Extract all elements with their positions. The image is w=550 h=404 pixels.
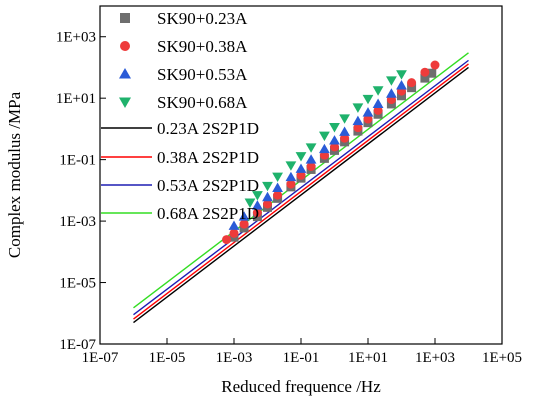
data-point xyxy=(339,126,350,136)
x-tick-label: 1E-05 xyxy=(149,350,186,366)
data-point xyxy=(262,181,273,192)
plot-series xyxy=(133,52,469,324)
series-line xyxy=(133,59,469,316)
data-point xyxy=(386,76,397,86)
data-point xyxy=(420,67,430,77)
data-point xyxy=(329,122,340,133)
data-point xyxy=(397,91,406,101)
data-point xyxy=(319,143,330,154)
x-axis-label: Reduced frequence /Hz xyxy=(221,377,381,396)
data-point xyxy=(285,171,297,182)
legend: SK90+0.23A SK90+0.38A SK90+0.53A SK90+0.68A… xyxy=(101,9,259,223)
data-point xyxy=(352,115,364,126)
data-point xyxy=(427,68,437,78)
x-tick-label: 1E+03 xyxy=(415,350,455,366)
data-point xyxy=(244,198,256,208)
legend-label: SK90+0.38A xyxy=(157,37,248,56)
data-point xyxy=(295,163,307,173)
data-point xyxy=(262,191,273,202)
series-sk90-0-53a-points xyxy=(228,80,407,230)
data-point xyxy=(420,73,430,83)
legend-label: 0.23A 2S2P1D xyxy=(157,119,259,138)
x-tick-label: 1E-07 xyxy=(82,350,119,366)
series-0-53a-2s2p1d xyxy=(133,59,469,316)
legend-label: 0.38A 2S2P1D xyxy=(157,148,259,167)
data-point xyxy=(353,123,363,133)
data-point xyxy=(362,107,374,117)
data-point xyxy=(319,131,330,142)
y-tick-label: 1E-03 xyxy=(59,214,96,230)
y-tick-label: 1E-01 xyxy=(59,153,96,169)
data-point xyxy=(228,220,240,230)
legend-marker xyxy=(120,41,130,51)
y-axis-label: Complex modulus /MPa xyxy=(5,91,24,258)
data-point xyxy=(272,172,283,183)
data-point xyxy=(372,98,384,108)
data-point xyxy=(296,170,306,180)
data-point xyxy=(305,143,317,153)
x-tick-label: 1E-03 xyxy=(216,350,253,366)
data-point xyxy=(305,154,317,164)
data-point xyxy=(295,152,307,162)
data-point xyxy=(329,135,340,145)
y-tick-label: 1E-05 xyxy=(59,276,96,292)
data-point xyxy=(306,161,316,171)
data-point xyxy=(252,191,263,201)
data-point xyxy=(222,235,232,245)
series-0-23a-2s2p1d xyxy=(133,66,469,324)
legend-label: SK90+0.53A xyxy=(157,65,248,84)
data-point xyxy=(339,114,350,124)
data-point xyxy=(372,86,384,96)
legend-label: 0.53A 2S2P1D xyxy=(157,176,259,195)
legend-marker xyxy=(119,68,131,79)
x-axis-ticks: 1E-07 1E-05 1E-03 1E-01 1E+01 1E+03 1E+05 xyxy=(82,338,522,366)
data-point xyxy=(239,219,249,229)
series-line xyxy=(133,66,469,324)
data-point xyxy=(373,105,383,115)
x-tick-label: 1E-01 xyxy=(283,350,320,366)
y-tick-label: 1E+03 xyxy=(56,30,96,46)
data-point xyxy=(352,103,364,113)
data-point xyxy=(238,211,250,221)
series-line xyxy=(133,63,469,320)
data-point xyxy=(285,161,297,171)
x-tick-label: 1E+05 xyxy=(482,350,522,366)
x-tick-label: 1E+01 xyxy=(348,350,388,366)
data-point xyxy=(252,208,262,218)
data-point xyxy=(229,228,239,238)
data-point xyxy=(286,179,296,189)
y-axis-ticks: 1E-07 1E-05 1E-03 1E-01 1E+01 1E+03 xyxy=(56,30,106,353)
data-point xyxy=(386,88,397,98)
y-tick-label: 1E-07 xyxy=(59,337,96,353)
y-tick-label: 1E+01 xyxy=(56,91,96,107)
data-point xyxy=(407,83,417,93)
data-point xyxy=(263,199,272,209)
data-point xyxy=(396,70,407,80)
data-point xyxy=(273,190,283,200)
data-point xyxy=(363,114,373,124)
data-point xyxy=(396,80,407,90)
legend-label: SK90+0.23A xyxy=(157,9,248,28)
data-point xyxy=(362,94,374,105)
data-point xyxy=(430,60,440,70)
legend-label: SK90+0.68A xyxy=(157,93,248,112)
data-point xyxy=(272,182,283,192)
data-point xyxy=(330,142,339,152)
series-0-38a-2s2p1d xyxy=(133,63,469,320)
series-sk90-0-68a-points xyxy=(244,70,407,208)
data-point xyxy=(407,78,417,88)
legend-label: 0.68A 2S2P1D xyxy=(157,204,259,223)
data-point xyxy=(252,200,263,210)
legend-marker xyxy=(120,13,130,23)
legend-marker xyxy=(119,97,131,108)
